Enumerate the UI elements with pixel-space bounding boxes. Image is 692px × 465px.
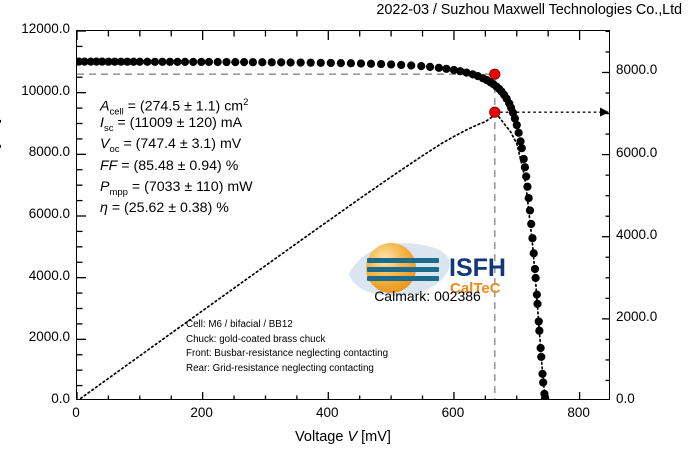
calmark-label: Calmark: 002386 xyxy=(374,288,481,304)
note-line: Front: Busbar-resistance neglecting cont… xyxy=(186,348,389,360)
y-axis-right-tick-label: 8000.0 xyxy=(616,62,658,78)
x-axis-title: Voltage V [mV] xyxy=(295,429,391,445)
logo-bars xyxy=(367,258,439,281)
y-axis-left-tick-label: 4000.0 xyxy=(28,267,70,283)
y-axis-right-tick-label: 4000.0 xyxy=(616,226,658,242)
y-axis-right-tick-label: 0.0 xyxy=(616,391,635,406)
measured-parameters-list: Acell = (274.5 ± 1.1) cm2 Isc = (11009 ± … xyxy=(100,92,253,219)
y-axis-left-tick-label: 2000.0 xyxy=(28,329,70,345)
axis-ticks xyxy=(77,31,609,399)
mpp-power-guide-arrow xyxy=(600,107,609,117)
x-axis-tick-label: 0 xyxy=(72,405,80,420)
power-voltage-curve xyxy=(78,110,546,399)
x-axis-tick-label: 800 xyxy=(567,405,590,420)
parameter-row: η = (25.62 ± 0.38) % xyxy=(100,199,229,216)
chart-svg xyxy=(77,31,609,399)
y-axis-left-tick-label: 12000.0 xyxy=(21,21,70,36)
note-line: Cell: M6 / bifacial / BB12 xyxy=(186,319,293,330)
plot-area xyxy=(76,30,610,400)
x-axis-tick-label: 200 xyxy=(190,405,213,420)
parameter-row: Voc = (747.4 ± 3.1) mV xyxy=(100,136,242,156)
chart-header-title: 2022-03 / Suzhou Maxwell Technologies Co… xyxy=(376,2,682,18)
note-line: Rear: Grid-resistance neglecting contact… xyxy=(186,362,374,374)
plot-inner xyxy=(77,31,609,399)
y-axis-left-tick-label: 6000.0 xyxy=(28,206,70,221)
parameter-row: Pmpp = (7033 ± 110) mW xyxy=(100,178,253,198)
parameter-row: Acell = (274.5 ± 1.1) cm2 xyxy=(100,97,249,118)
logo-subbrand-text: CalTeC xyxy=(450,280,501,297)
mpp-current-marker xyxy=(489,68,501,80)
y-axis-left-tick-label: 8000.0 xyxy=(28,144,70,160)
isfh-caltec-logo: ISFH CalTeC xyxy=(345,234,506,312)
y-axis-right-tick-label: 2000.0 xyxy=(616,308,658,324)
mpp-power-marker xyxy=(489,106,501,118)
y-axis-left-tick-label: 10000.0 xyxy=(21,82,70,98)
measurement-notes: Cell: M6 / bifacial / BB12 Chuck: gold-co… xyxy=(186,318,388,376)
current-voltage-curve xyxy=(77,57,550,399)
logo-brand-text: ISFH xyxy=(449,254,505,282)
note-line: Chuck: gold-coated brass chuck xyxy=(186,333,326,345)
x-axis-tick-label: 600 xyxy=(441,405,465,420)
y-axis-right-tick-label: 6000.0 xyxy=(616,144,658,160)
y-axis-left-tick-label: 0.0 xyxy=(51,391,70,406)
parameter-row: Isc = (11009 ± 120) mA xyxy=(100,115,243,135)
x-axis-tick-label: 400 xyxy=(316,405,339,420)
parameter-row: FF = (85.48 ± 0.94) % xyxy=(100,157,239,174)
